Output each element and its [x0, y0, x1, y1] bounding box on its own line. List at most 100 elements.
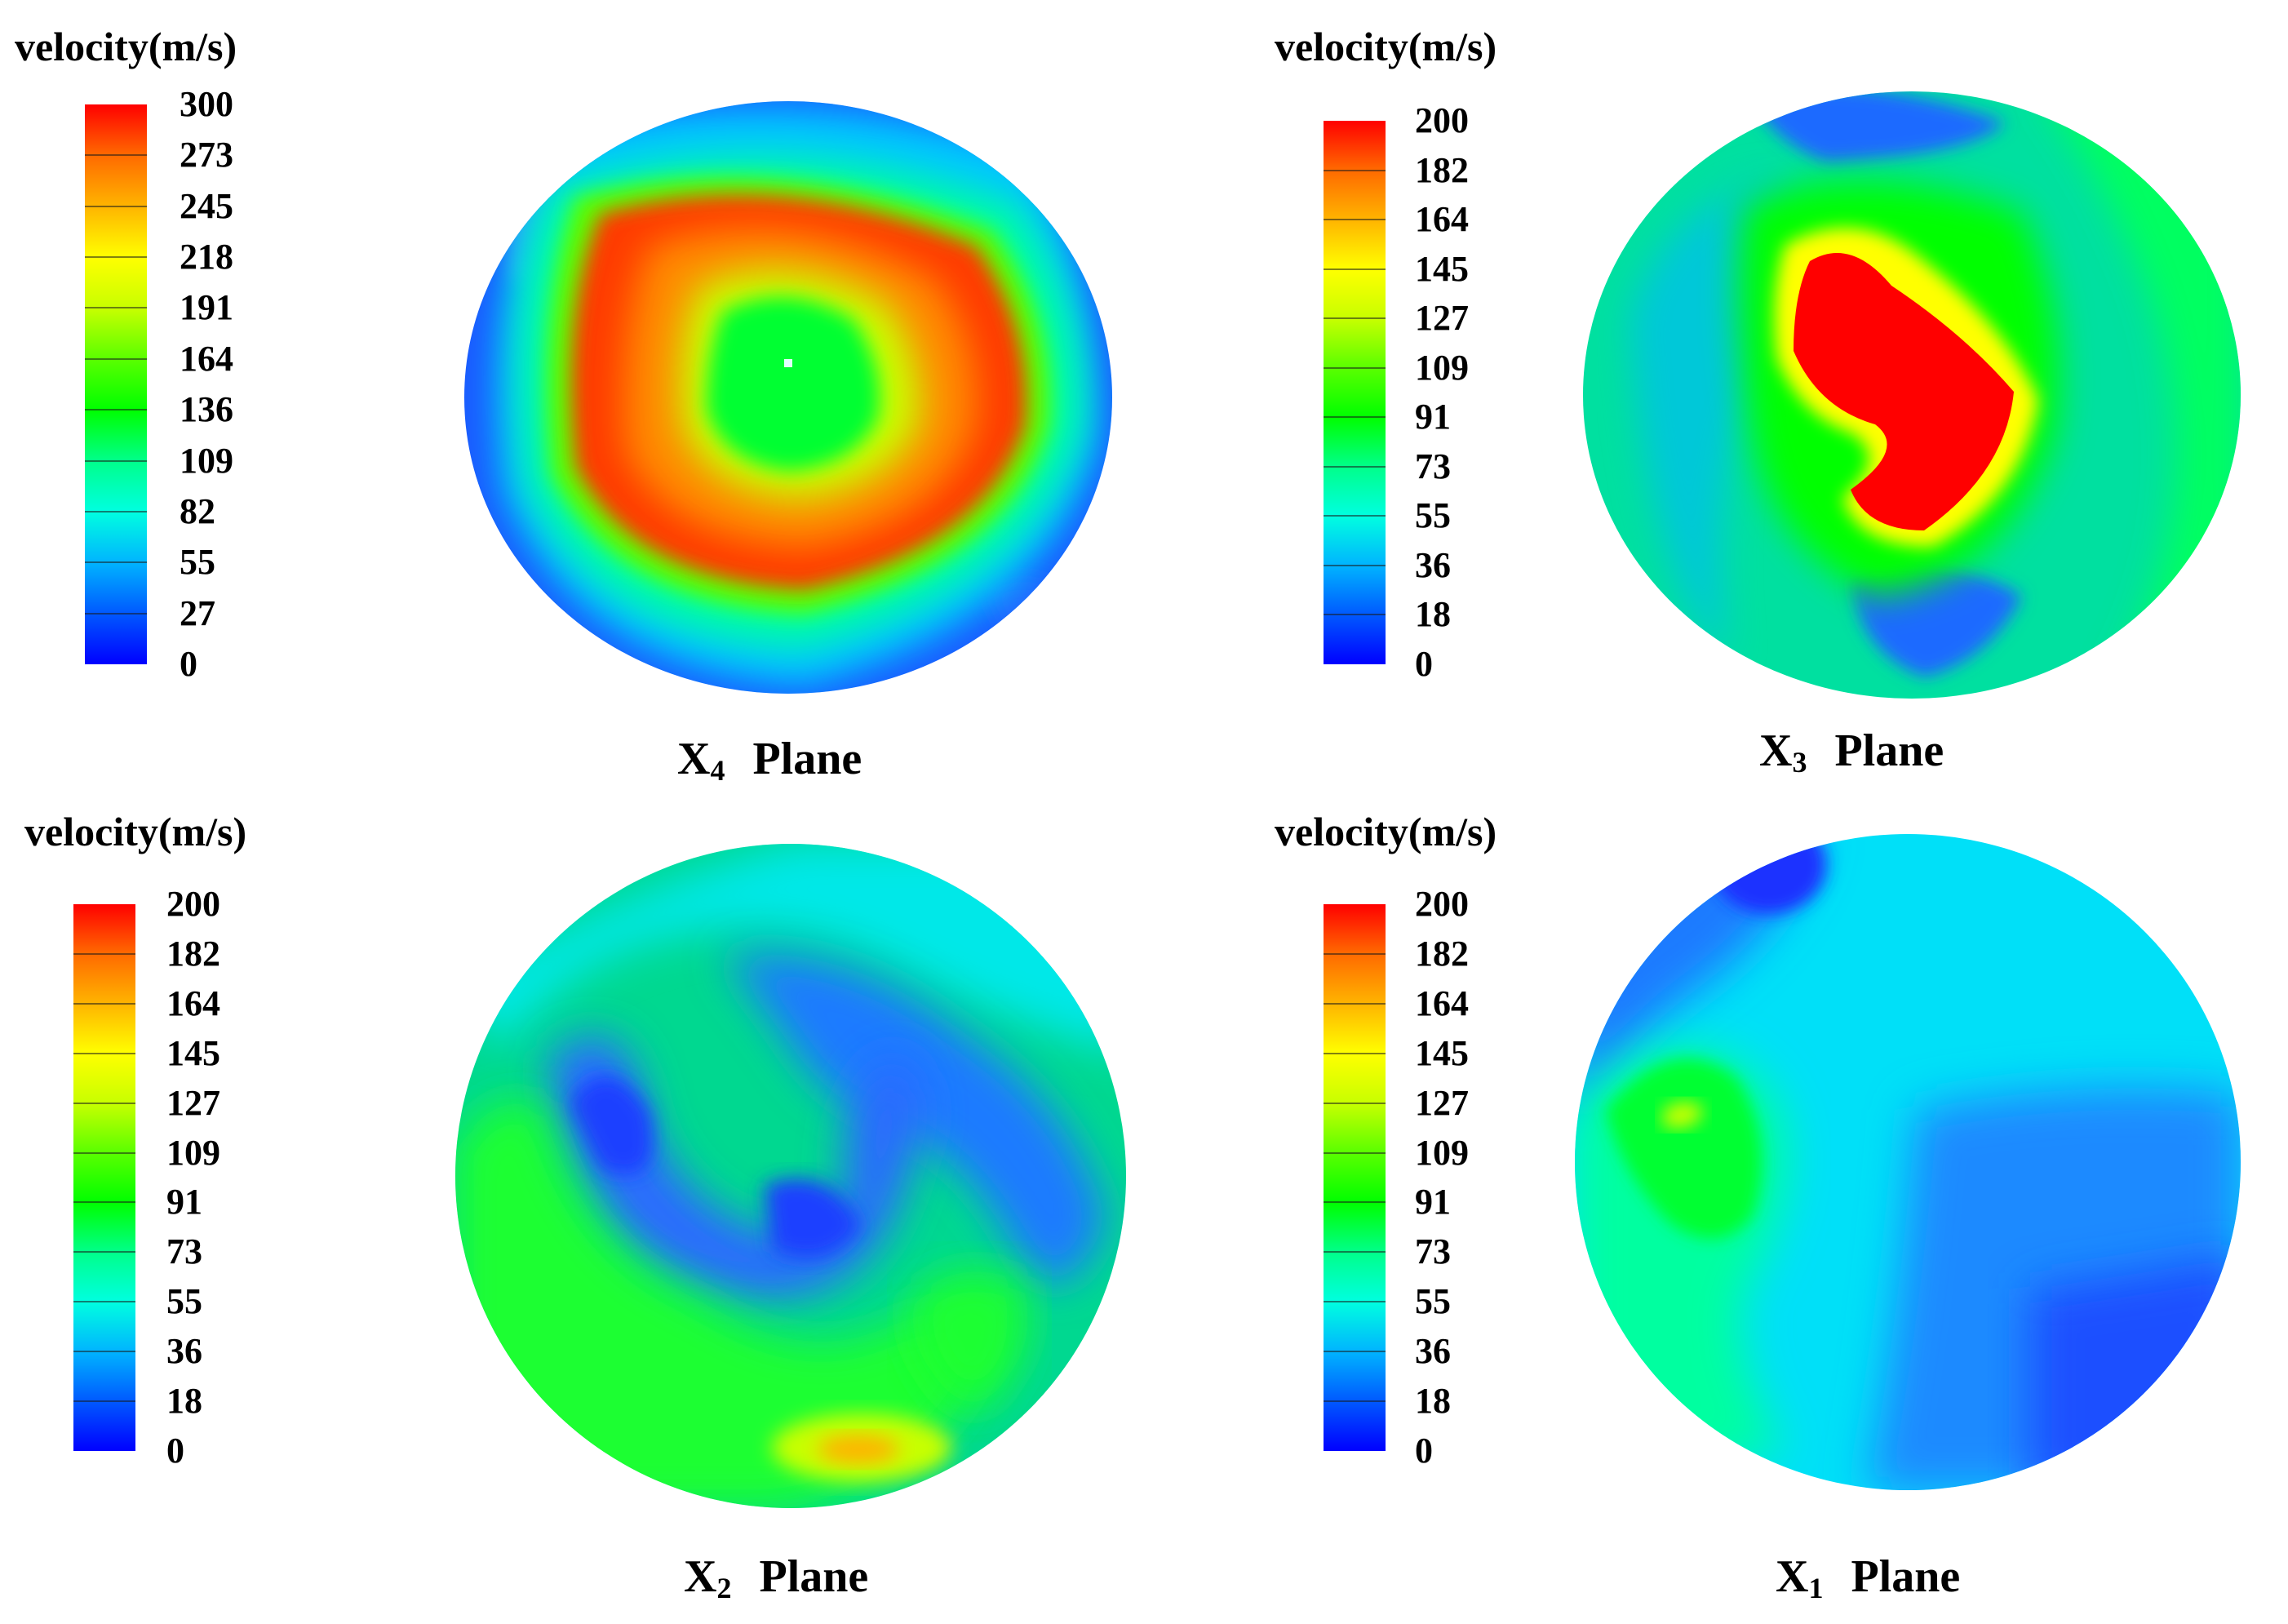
colorbar-tick-label: 55 [1415, 495, 1451, 536]
colorbar-tick-label: 164 [1415, 983, 1469, 1023]
legend-title: velocity(m/s) [15, 24, 237, 69]
velocity-field-x3 [1583, 91, 2241, 699]
colorbar-tick-line [85, 612, 147, 615]
colorbar-tick-line [85, 459, 147, 462]
colorbar-tick-line [73, 1251, 135, 1253]
colorbar-tick-line [1324, 1151, 1386, 1154]
colorbar-tick-line [85, 510, 147, 512]
colorbar-tick-label: 109 [1415, 1132, 1469, 1173]
colorbar-tick-label: 164 [166, 983, 220, 1023]
colorbar-tick-label: 182 [1415, 149, 1469, 190]
colorbar-tick-line [1324, 1002, 1386, 1005]
colorbar-tick-label: 145 [1415, 1032, 1469, 1073]
colorbar-tick-label: 0 [180, 644, 197, 684]
colorbar-tick-label: 218 [180, 237, 233, 277]
colorbar-tick-label: 91 [1415, 397, 1451, 437]
legend-title: velocity(m/s) [1275, 809, 1497, 854]
colorbar-tick-label: 0 [1415, 1431, 1433, 1471]
colorbar-tick-label: 73 [1415, 446, 1451, 486]
colorbar-tick-line [1324, 1201, 1386, 1204]
colorbar [1324, 121, 1386, 664]
legend-title: velocity(m/s) [24, 809, 247, 854]
colorbar-tick-line [73, 1151, 135, 1154]
colorbar-tick-label: 127 [1415, 298, 1469, 339]
colorbar-tick-label: 200 [1415, 884, 1469, 924]
colorbar-tick-label: 182 [1415, 933, 1469, 974]
colorbar-tick-label: 145 [166, 1032, 220, 1073]
colorbar-tick-label: 91 [1415, 1182, 1451, 1222]
colorbar-tick-label: 200 [1415, 100, 1469, 140]
plane-label: X3 Plane [1759, 725, 1944, 779]
colorbar-tick-label: 73 [166, 1231, 202, 1272]
colorbar-tick-label: 0 [1415, 644, 1433, 684]
colorbar-tick-line [1324, 1251, 1386, 1253]
colorbar-tick-label: 145 [1415, 248, 1469, 289]
plane-label: X1 Plane [1776, 1551, 1961, 1604]
colorbar-tick-label: 109 [1415, 347, 1469, 388]
colorbar-tick-label: 55 [180, 542, 215, 583]
colorbar-tick-label: 91 [166, 1182, 202, 1222]
plane-label: X2 Plane [684, 1551, 869, 1604]
colorbar-tick-line [85, 409, 147, 411]
colorbar-tick-label: 273 [180, 135, 233, 175]
colorbar-tick-line [73, 1052, 135, 1054]
colorbar-tick-line [85, 256, 147, 259]
colorbar-tick-line [1324, 317, 1386, 320]
colorbar-tick-label: 36 [166, 1331, 202, 1372]
colorbar-tick-line [73, 1102, 135, 1104]
colorbar-tick-line [1324, 564, 1386, 566]
colorbar-tick-label: 164 [180, 338, 233, 379]
colorbar-tick-label: 191 [180, 287, 233, 328]
colorbar [1324, 904, 1386, 1451]
colorbar-tick-label: 136 [180, 389, 233, 430]
colorbar-tick-line [1324, 1102, 1386, 1104]
colorbar-tick-line [1324, 416, 1386, 419]
colorbar-tick-label: 55 [166, 1281, 202, 1322]
velocity-field-x2 [455, 844, 1126, 1508]
colorbar-tick-line [73, 1002, 135, 1005]
colorbar-tick-label: 82 [180, 490, 215, 531]
legend-title: velocity(m/s) [1275, 24, 1497, 69]
colorbar-tick-line [85, 205, 147, 207]
velocity-field-x1 [1575, 834, 2241, 1490]
colorbar-tick-line [73, 1301, 135, 1303]
colorbar-tick-label: 73 [1415, 1231, 1451, 1272]
colorbar-tick-line [1324, 169, 1386, 171]
colorbar-tick-line [1324, 268, 1386, 270]
colorbar-tick-line [85, 561, 147, 564]
colorbar-tick-label: 245 [180, 185, 233, 226]
colorbar-tick-label: 109 [180, 440, 233, 481]
colorbar [85, 104, 147, 664]
colorbar-tick-line [1324, 614, 1386, 616]
colorbar-tick-label: 164 [1415, 199, 1469, 240]
colorbar-tick-line [1324, 1052, 1386, 1054]
colorbar [73, 904, 135, 1451]
colorbar-tick-line [1324, 1400, 1386, 1403]
colorbar-tick-label: 127 [1415, 1082, 1469, 1123]
colorbar-tick-line [85, 154, 147, 157]
velocity-field-x4 [464, 101, 1112, 694]
colorbar-tick-line [1324, 515, 1386, 517]
colorbar-tick-label: 55 [1415, 1281, 1451, 1322]
colorbar-tick-label: 300 [180, 84, 233, 124]
colorbar-tick-label: 18 [1415, 1381, 1451, 1422]
colorbar-tick-line [73, 1351, 135, 1353]
colorbar-tick-label: 0 [166, 1431, 184, 1471]
colorbar-tick-label: 182 [166, 933, 220, 974]
colorbar-tick-label: 36 [1415, 1331, 1451, 1372]
colorbar-tick-line [1324, 219, 1386, 221]
colorbar-tick-label: 36 [1415, 544, 1451, 585]
colorbar-tick-line [85, 357, 147, 360]
colorbar-tick-line [1324, 1351, 1386, 1353]
colorbar-tick-line [1324, 366, 1386, 369]
colorbar-tick-line [73, 952, 135, 955]
colorbar-tick-label: 109 [166, 1132, 220, 1173]
colorbar-tick-label: 18 [166, 1381, 202, 1422]
colorbar-tick-line [73, 1400, 135, 1403]
colorbar-tick-line [73, 1201, 135, 1204]
colorbar-tick-label: 127 [166, 1082, 220, 1123]
colorbar-tick-line [1324, 952, 1386, 955]
colorbar-tick-line [1324, 1301, 1386, 1303]
colorbar-tick-label: 27 [180, 592, 215, 633]
plane-label: X4 Plane [677, 734, 862, 787]
